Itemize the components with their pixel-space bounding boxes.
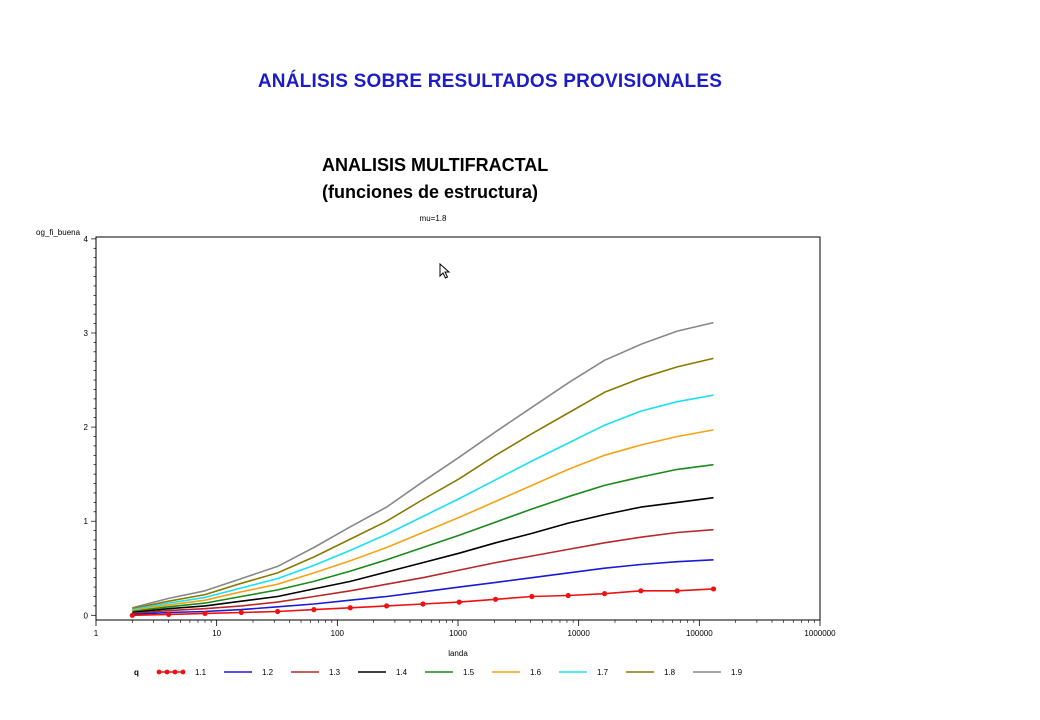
legend-title: q [134,668,139,677]
section-title-line-1: ANALISIS MULTIFRACTAL [322,155,549,175]
data-point-q-1.1 [275,608,281,615]
data-point-q-1.1 [129,612,135,618]
data-point-q-1.1 [565,592,571,599]
data-point-q-1.1 [311,607,317,613]
legend-label-q-1.1: 1.1 [195,668,207,677]
x-tick-label: 100 [331,629,345,638]
legend-label-q-1.8: 1.8 [664,668,676,677]
series-line-q-1.4 [132,496,714,614]
y-tick-label: 0 [84,611,89,620]
series-line-q-1.3 [132,528,714,615]
data-point-q-1.1 [166,611,172,617]
x-tick-label: 10000 [568,629,591,638]
data-point-q-1.1 [238,609,244,616]
series-line-q-1.9 [132,321,714,609]
legend-marker [180,669,186,675]
series-line-q-1.5 [132,463,714,613]
section-title: ANALISIS MULTIFRACTAL (funciones de estr… [322,152,548,206]
page-title: ANÁLISIS SOBRE RESULTADOS PROVISIONALES [257,71,723,92]
data-point-q-1.1 [347,605,353,611]
y-tick-label: 4 [84,235,89,244]
y-tick-label: 3 [84,329,89,338]
data-point-q-1.1 [710,586,717,592]
legend: q 1.1 1.2 1.3 1.4 1.5 1.6 1.7 1.8 1.9 [134,668,743,677]
x-axis-label: landa [448,649,468,658]
series-line-q-1.8 [132,357,714,610]
mouse-pointer-icon [439,263,451,279]
chart-title: mu=1.8 [420,214,447,223]
data-point-q-1.1 [383,603,390,609]
legend-label-q-1.4: 1.4 [396,668,408,677]
series-line-q-1.6 [132,429,714,612]
section-title-line-2: (funciones de estructura) [322,182,539,202]
data-point-q-1.1 [456,599,462,605]
data-point-q-1.1 [674,588,680,594]
data-point-q-1.1 [601,591,608,597]
series-line-q-1.2 [132,559,714,616]
x-tick-label: 100000 [686,629,713,638]
data-point-q-1.1 [202,610,208,617]
legend-label-q-1.5: 1.5 [463,668,475,677]
data-point-q-1.1 [638,588,644,594]
x-tick-label: 1 [94,629,99,638]
legend-label-q-1.3: 1.3 [329,668,341,677]
y-axis-label: og_fi_buena [36,228,81,237]
series-line-q-1.7 [132,394,714,611]
x-tick-label: 1000000 [804,629,836,638]
data-point-q-1.1 [492,596,499,602]
y-tick-label: 1 [84,517,89,526]
legend-marker [156,669,162,675]
data-point-q-1.1 [420,601,426,607]
plot-frame [95,236,821,621]
legend-marker [164,669,170,675]
y-tick-label: 2 [84,423,89,432]
legend-label-q-1.9: 1.9 [731,668,743,677]
legend-marker [172,669,178,675]
x-tick-label: 10 [212,629,221,638]
legend-label-q-1.7: 1.7 [597,668,609,677]
data-point-q-1.1 [529,593,535,600]
x-tick-label: 1000 [449,629,467,638]
legend-label-q-1.6: 1.6 [530,668,542,677]
legend-label-q-1.2: 1.2 [262,668,274,677]
